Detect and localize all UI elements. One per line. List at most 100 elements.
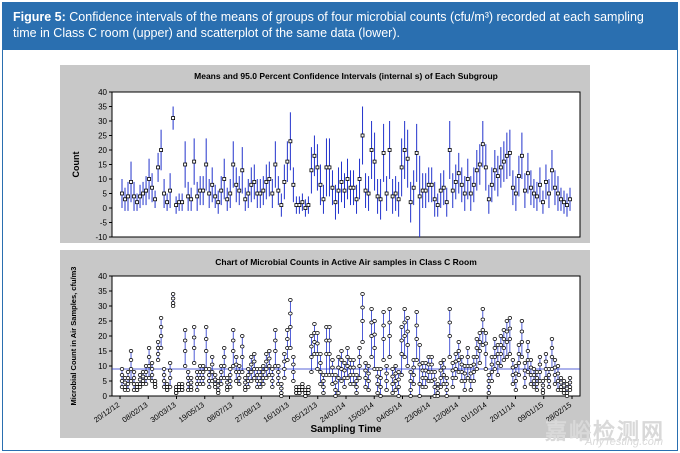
mean-marker	[423, 188, 428, 193]
mean-marker	[526, 171, 530, 176]
count-point	[393, 388, 398, 392]
mean-marker	[556, 191, 560, 196]
count-point	[149, 367, 155, 371]
mean-marker	[204, 162, 209, 167]
count-point	[489, 379, 494, 383]
count-point	[474, 355, 479, 359]
count-point	[396, 377, 401, 382]
count-point	[146, 346, 152, 350]
count-point	[546, 385, 552, 389]
count-point	[336, 391, 341, 395]
mean-marker	[550, 168, 554, 173]
count-point	[237, 382, 242, 386]
count-point	[492, 367, 497, 371]
mean-marker	[411, 185, 416, 190]
count-point	[513, 379, 519, 383]
count-point	[474, 367, 479, 371]
count-point	[432, 377, 437, 382]
count-point	[519, 340, 525, 344]
y-tick-label: 15	[98, 161, 107, 170]
mean-marker	[480, 142, 485, 147]
count-point	[225, 388, 230, 392]
y-tick-label: 25	[98, 317, 107, 326]
mean-marker	[444, 200, 449, 205]
count-point	[405, 343, 410, 347]
count-point	[411, 373, 416, 377]
count-point	[387, 355, 392, 359]
count-point	[378, 367, 383, 371]
count-point	[498, 343, 503, 347]
count-point	[408, 379, 413, 383]
count-point	[264, 359, 269, 364]
y-tick-label: 40	[98, 88, 107, 97]
count-point	[546, 379, 552, 383]
count-point	[327, 338, 332, 343]
count-point	[158, 325, 164, 329]
mean-marker	[300, 200, 305, 205]
mean-marker	[568, 197, 572, 202]
count-point	[516, 361, 522, 365]
mean-marker	[441, 185, 446, 190]
mean-marker	[360, 133, 365, 138]
count-point	[285, 358, 290, 362]
count-point	[564, 391, 570, 395]
count-point	[167, 385, 173, 389]
count-point	[243, 388, 248, 392]
count-point	[360, 292, 365, 296]
count-point	[366, 364, 371, 368]
x-tick-label: 16/10/13	[262, 400, 291, 424]
count-point	[282, 367, 287, 371]
count-point	[204, 337, 209, 341]
count-point	[240, 334, 245, 338]
count-point	[360, 319, 365, 323]
count-point	[558, 376, 564, 380]
count-point	[291, 370, 296, 374]
count-point	[249, 362, 254, 367]
count-point	[216, 391, 221, 395]
count-point	[161, 373, 167, 377]
mean-marker	[492, 168, 497, 173]
count-point	[309, 334, 314, 338]
count-point	[228, 385, 233, 389]
mean-marker	[501, 159, 506, 164]
count-point	[483, 352, 488, 356]
count-point	[128, 358, 134, 362]
count-point	[182, 349, 188, 353]
count-point	[537, 370, 543, 374]
count-point	[480, 328, 485, 332]
count-point	[531, 379, 537, 383]
count-point	[465, 376, 470, 380]
y-tick-label: 20	[98, 146, 107, 155]
y-tick-label: -10	[95, 233, 107, 242]
count-point	[351, 358, 356, 362]
count-point	[375, 382, 380, 386]
count-point	[119, 367, 125, 371]
y-tick-label: 30	[98, 302, 107, 311]
count-point	[276, 364, 281, 368]
count-point	[471, 379, 476, 383]
count-point	[399, 373, 404, 377]
count-point	[249, 355, 254, 359]
mean-marker	[225, 197, 230, 202]
mean-marker	[330, 185, 335, 190]
count-point	[246, 373, 251, 377]
mean-marker	[270, 191, 275, 196]
count-point	[207, 373, 212, 377]
count-point	[282, 352, 287, 356]
mean-marker	[126, 194, 130, 199]
lower-chart-panel: Chart of Microbial Counts in Active Air …	[60, 250, 590, 438]
count-point	[489, 362, 494, 367]
count-point	[519, 319, 525, 323]
count-point	[501, 358, 507, 362]
count-point	[384, 379, 389, 383]
count-point	[471, 370, 476, 374]
mean-marker	[405, 156, 410, 161]
count-point	[273, 328, 278, 332]
mean-marker	[459, 182, 464, 187]
watermark: 嘉峪检测网	[544, 419, 665, 444]
count-point	[201, 382, 206, 386]
mean-marker	[510, 185, 515, 190]
count-point	[555, 364, 561, 368]
y-tick-label: 35	[98, 103, 107, 112]
